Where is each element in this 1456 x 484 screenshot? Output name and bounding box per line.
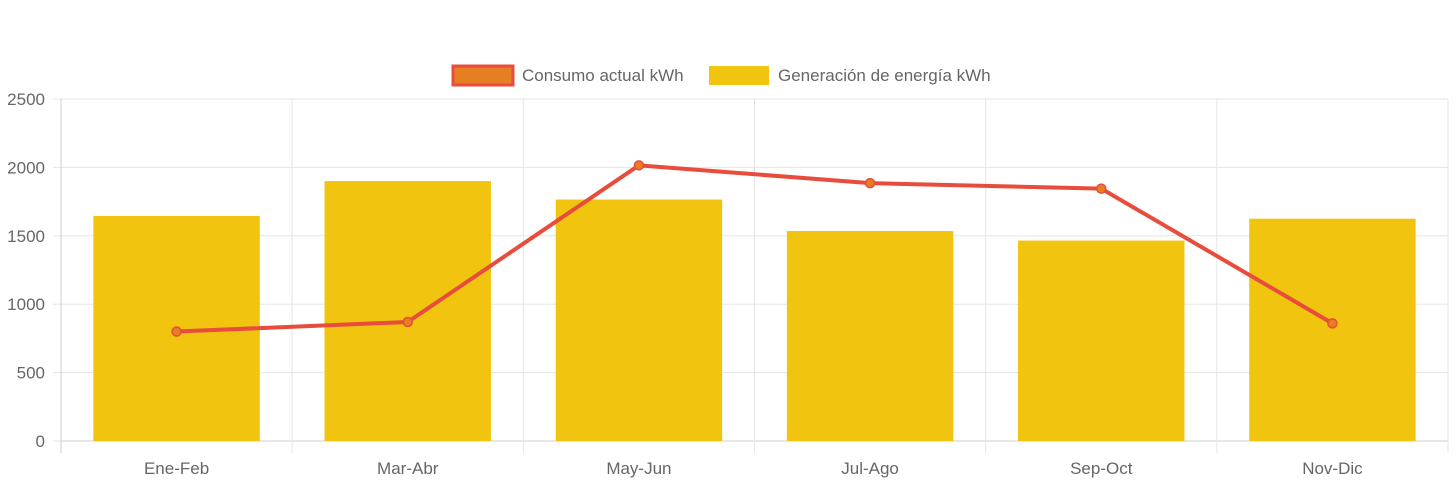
legend-label-generacion: Generación de energía kWh <box>778 66 991 85</box>
bar-generacion[interactable] <box>555 199 723 441</box>
point-consumo[interactable] <box>402 316 413 328</box>
bar-generacion[interactable] <box>1249 218 1416 441</box>
x-tick-label: Ene-Feb <box>144 459 209 478</box>
legend-label-consumo: Consumo actual kWh <box>522 66 684 85</box>
y-tick-label: 1500 <box>7 227 45 246</box>
bar-generacion[interactable] <box>1018 240 1185 441</box>
gridlines <box>53 98 1449 453</box>
point-consumo[interactable] <box>1096 183 1107 194</box>
x-tick-label: May-Jun <box>606 459 671 478</box>
point-consumo[interactable] <box>864 177 876 189</box>
point-consumo[interactable] <box>171 326 182 337</box>
x-tick-label: Sep-Oct <box>1070 459 1133 478</box>
legend[interactable]: Consumo actual kWh Generación de energía… <box>451 64 991 87</box>
point-consumo[interactable] <box>633 160 645 171</box>
y-tick-label: 1000 <box>7 295 45 314</box>
legend-item-generacion[interactable]: Generación de energía kWh <box>709 66 991 85</box>
x-tick-label: Nov-Dic <box>1302 459 1363 478</box>
y-tick-label: 500 <box>17 364 45 383</box>
bar-series <box>93 181 1416 441</box>
bar-generacion[interactable] <box>324 181 491 441</box>
x-tick-label: Mar-Abr <box>377 459 439 478</box>
point-consumo[interactable] <box>1327 318 1338 329</box>
y-tick-label: 0 <box>36 432 45 451</box>
x-tick-label: Jul-Ago <box>841 459 899 478</box>
y-tick-label: 2000 <box>7 158 45 177</box>
line-consumo <box>176 163 1334 334</box>
legend-item-consumo[interactable]: Consumo actual kWh <box>451 64 684 87</box>
legend-swatch-consumo <box>451 64 515 87</box>
legend-swatch-generacion <box>709 66 769 85</box>
axes: 0 500 1000 1500 2000 2500 Ene-Feb Mar-Abr May-Ju… <box>7 90 1363 478</box>
line-series <box>171 160 1338 337</box>
bar-generacion[interactable] <box>786 231 954 441</box>
y-tick-label: 2500 <box>7 90 45 109</box>
